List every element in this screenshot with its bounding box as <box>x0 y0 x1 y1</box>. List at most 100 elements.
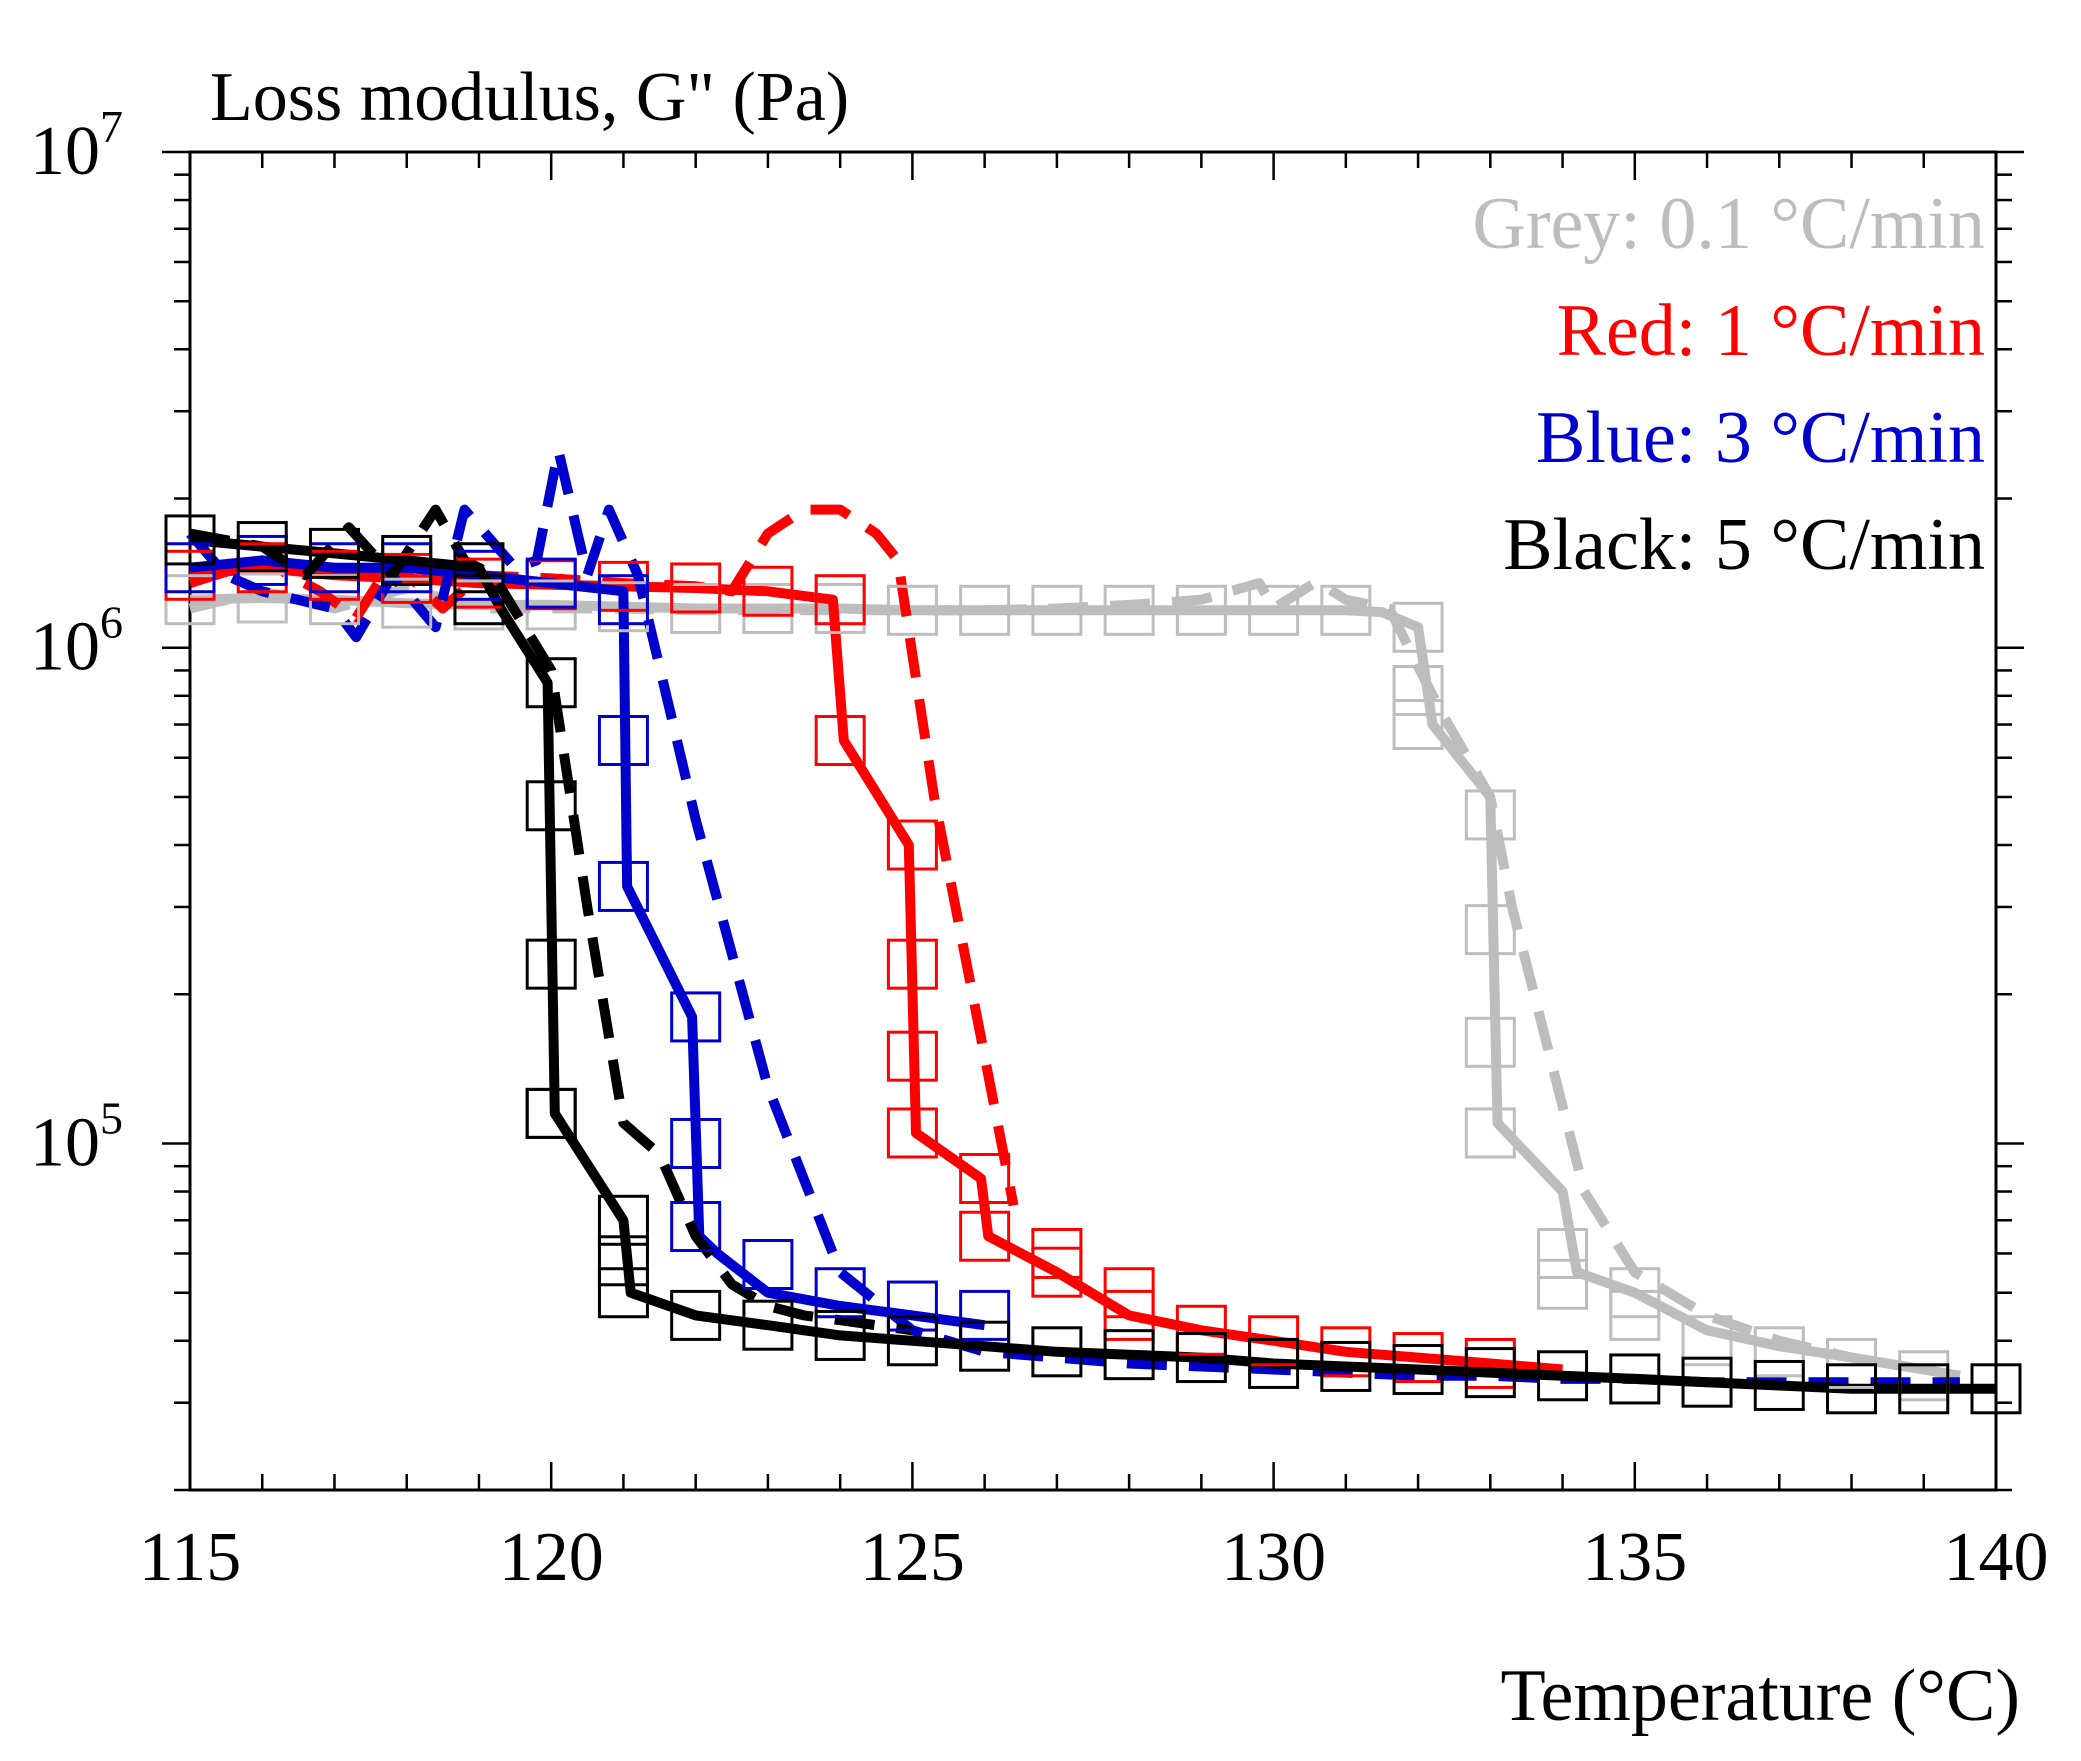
y-tick-label: 107 <box>30 101 123 190</box>
series-line-7 <box>189 534 1996 1394</box>
data-point <box>308 527 360 579</box>
plot-area-border <box>188 150 1998 1492</box>
data-point <box>1320 1340 1372 1392</box>
data-point <box>597 1194 649 1246</box>
data-point <box>1464 904 1516 956</box>
data-point <box>1175 584 1227 636</box>
data-point <box>164 514 216 566</box>
x-tick-label: 125 <box>860 1519 965 1596</box>
data-point <box>670 1289 722 1341</box>
chart-title: Loss modulus, G" (Pa) <box>210 59 849 136</box>
data-point <box>1681 1315 1733 1367</box>
data-point <box>525 557 577 609</box>
x-tick-label: 135 <box>1582 1519 1687 1596</box>
x-axis-label: Temperature (°C) <box>1500 1655 2020 1737</box>
data-point <box>886 819 938 871</box>
legend: Grey: 0.1 °C/min Red: 1 °C/min Blue: 3 °C/… <box>1472 183 1985 586</box>
data-point <box>1031 584 1083 636</box>
data-point <box>814 714 866 766</box>
data-point <box>381 534 433 586</box>
data-point <box>814 574 866 626</box>
series-line-4 <box>188 504 1019 1207</box>
data-point <box>597 574 649 626</box>
data-point <box>1175 1304 1227 1356</box>
data-point <box>236 521 288 573</box>
data-point <box>886 1280 938 1332</box>
axis-ticks: 115 120 125 130 135 140 107 106 105 <box>30 101 2049 1596</box>
data-point <box>1609 1289 1661 1341</box>
legend-entry: Red: 1 °C/min <box>1557 290 1985 372</box>
data-point <box>236 572 288 624</box>
data-point <box>597 1267 649 1319</box>
data-point <box>453 542 505 594</box>
data-point <box>670 562 722 614</box>
data-point <box>1537 1350 1589 1402</box>
data-point <box>1753 1326 1805 1378</box>
data-point <box>670 1117 722 1169</box>
data-point <box>525 780 577 832</box>
data-point <box>597 860 649 912</box>
legend-entry: Black: 5 °C/min <box>1503 504 1985 586</box>
data-point <box>1898 1363 1950 1415</box>
data-point <box>597 1235 649 1287</box>
data-point <box>670 1201 722 1253</box>
data-point <box>1031 1326 1083 1378</box>
data-point <box>1753 1359 1805 1411</box>
data-point <box>525 1087 577 1139</box>
data-point <box>164 542 216 594</box>
data-point <box>1392 601 1444 653</box>
data-point <box>959 1152 1011 1204</box>
data-point <box>1537 1227 1589 1279</box>
data-point <box>1392 699 1444 751</box>
data-point <box>1248 584 1300 636</box>
data-point <box>1970 1363 2022 1415</box>
data-point <box>742 1299 794 1351</box>
data-point <box>814 1267 866 1319</box>
data-point <box>1103 1329 1155 1381</box>
data-point <box>1392 1344 1444 1396</box>
data-point <box>1320 584 1372 636</box>
series-line-3 <box>189 562 1564 1375</box>
data-point <box>1464 1016 1516 1068</box>
data-point <box>886 1030 938 1082</box>
data-point <box>1031 1246 1083 1298</box>
x-tick-label: 120 <box>499 1519 604 1596</box>
data-markers <box>164 514 2022 1415</box>
data-point <box>959 584 1011 636</box>
legend-entry: Blue: 3 °C/min <box>1536 397 1985 479</box>
data-point <box>1826 1363 1878 1415</box>
data-point <box>1175 1332 1227 1384</box>
data-point <box>1609 1353 1661 1405</box>
y-tick-label: 106 <box>30 597 123 686</box>
y-tick-label: 105 <box>30 1092 123 1181</box>
data-point <box>525 938 577 990</box>
data-point <box>814 1309 866 1361</box>
data-point <box>525 657 577 709</box>
data-point <box>1681 1356 1733 1408</box>
data-point <box>886 584 938 636</box>
data-point <box>886 1315 938 1367</box>
data-point <box>1103 1289 1155 1341</box>
data-point <box>742 1239 794 1291</box>
data-point <box>959 1320 1011 1372</box>
plot-frame <box>188 150 1998 1492</box>
data-point <box>670 991 722 1043</box>
data-point <box>886 938 938 990</box>
series-line-8 <box>189 504 914 1336</box>
data-point <box>1537 1258 1589 1310</box>
data-point <box>1464 789 1516 841</box>
data-point <box>1392 664 1444 716</box>
legend-entry: Grey: 0.1 °C/min <box>1472 183 1985 265</box>
data-point <box>1464 1347 1516 1399</box>
series-line-2 <box>188 576 1961 1381</box>
data-point <box>959 1210 1011 1262</box>
x-tick-label: 115 <box>139 1519 241 1596</box>
series-line-5 <box>189 555 986 1331</box>
series-line-1 <box>189 593 1961 1381</box>
data-point <box>1248 1337 1300 1389</box>
data-point <box>1464 1107 1516 1159</box>
data-point <box>597 714 649 766</box>
data-point <box>1103 584 1155 636</box>
data-point <box>742 565 794 617</box>
